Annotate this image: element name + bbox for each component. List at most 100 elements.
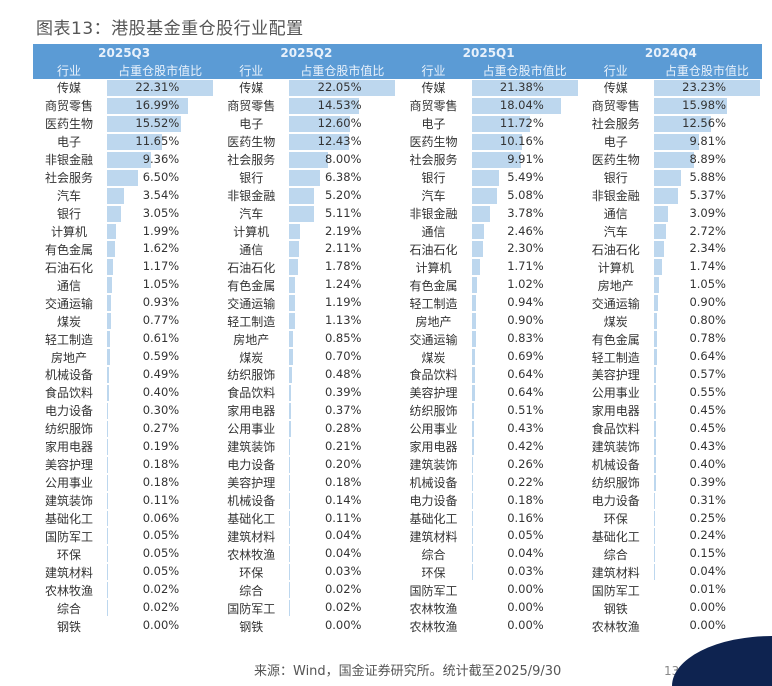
ratio-cell: 0.05%: [105, 545, 215, 563]
ratio-header: 占重仓股市值比: [482, 63, 567, 78]
industry-cell: 电子: [421, 117, 446, 132]
data-bar: [107, 438, 108, 455]
data-bar: [107, 259, 113, 276]
data-bar: [653, 384, 657, 401]
table-row: 电力设备 0.30% 家用电器 0.37% 纺织服饰 0.51% 家用电器 0.45%: [33, 402, 762, 420]
ratio-cell: 0.15%: [652, 545, 762, 563]
ratio-value: 0.00%: [507, 618, 544, 633]
ratio-cell: 0.21%: [287, 438, 397, 456]
industry-cell: 有色金属: [44, 242, 93, 257]
data-bar: [653, 492, 656, 509]
industry-cell: 综合: [603, 547, 628, 562]
data-bar: [289, 277, 296, 294]
quarter-header: 2024Q4: [644, 45, 697, 60]
industry-cell: 交通运输: [227, 296, 276, 311]
ratio-header: 占重仓股市值比: [118, 63, 203, 78]
industry-cell: 美容护理: [409, 386, 458, 401]
table-row: 非银金融 9.36% 社会服务 8.00% 社会服务 9.91% 医药生物 8.89%: [33, 151, 762, 169]
table-row: 国防军工 0.05% 建筑材料 0.04% 建筑材料 0.05% 基础化工 0.24%: [33, 527, 762, 545]
ratio-value: 1.78%: [324, 259, 362, 274]
ratio-value: 12.60%: [317, 115, 362, 130]
industry-cell: 建筑装饰: [409, 458, 458, 473]
data-bar: [471, 313, 476, 330]
industry-cell: 建筑装饰: [227, 440, 276, 455]
ratio-cell: 3.54%: [105, 187, 215, 205]
ratio-value: 0.49%: [142, 367, 180, 381]
ratio-value: 0.15%: [689, 546, 726, 561]
ratio-cell: 0.93%: [105, 294, 215, 312]
industry-cell: 食品饮料: [227, 386, 276, 401]
data-bar: [107, 115, 181, 132]
ratio-cell: 0.25%: [652, 510, 762, 528]
ratio-value: 0.06%: [142, 510, 180, 525]
ratio-value: 0.39%: [324, 384, 362, 399]
data-bar: [471, 80, 578, 96]
ratio-value: 22.05%: [317, 80, 362, 94]
ratio-value: 1.02%: [507, 277, 544, 292]
industry-cell: 国防军工: [44, 529, 93, 544]
ratio-value: 0.25%: [689, 510, 726, 525]
ratio-cell: 0.19%: [105, 438, 215, 456]
ratio-value: 0.26%: [507, 456, 544, 471]
ratio-value: 0.28%: [324, 420, 362, 435]
ratio-value: 0.16%: [507, 510, 544, 525]
ratio-value: 2.30%: [507, 241, 544, 256]
industry-cell: 汽车: [56, 189, 81, 204]
data-bar: [653, 331, 658, 348]
ratio-value: 5.37%: [689, 187, 726, 202]
data-bar: [289, 313, 295, 330]
industry-cell: 农林牧渔: [44, 583, 93, 598]
ratio-cell: 0.49%: [105, 366, 215, 384]
industry-cell: 轻工制造: [227, 314, 276, 329]
data-bar: [471, 331, 476, 348]
industry-header: 行业: [603, 63, 628, 78]
industry-cell: 交通运输: [44, 296, 93, 311]
industry-cell: 通信: [421, 224, 446, 239]
industry-cell: 非银金融: [591, 189, 640, 204]
industry-cell: 机械设备: [591, 458, 640, 473]
industry-cell: 有色金属: [591, 332, 640, 347]
ratio-cell: 0.05%: [470, 527, 580, 545]
data-bar: [471, 474, 473, 491]
industry-cell: 银行: [603, 171, 628, 186]
ratio-cell: 1.74%: [652, 258, 762, 276]
ratio-cell: 0.30%: [105, 402, 215, 420]
data-bar: [107, 169, 138, 186]
ratio-value: 0.64%: [507, 367, 544, 381]
ratio-value: 0.43%: [689, 438, 726, 453]
data-bar: [107, 367, 110, 383]
ratio-cell: 0.24%: [652, 527, 762, 545]
industry-cell: 建筑材料: [591, 565, 640, 580]
ratio-value: 0.27%: [142, 420, 180, 435]
industry-cell: 银行: [56, 207, 81, 222]
ratio-cell: 0.69%: [470, 348, 580, 366]
ratio-cell: 18.04%: [470, 97, 580, 115]
data-bar: [653, 205, 668, 222]
ratio-cell: 0.18%: [105, 474, 215, 492]
ratio-cell: 12.60%: [287, 115, 397, 133]
industry-allocation-table: 2025Q3 2025Q2 2025Q1 2024Q4 行业 占重仓股市值比 行…: [33, 44, 762, 635]
table-row: 商贸零售 16.99% 商贸零售 14.53% 商贸零售 18.04% 商贸零售 15.98%: [33, 97, 762, 115]
data-bar: [107, 331, 110, 348]
data-bar: [107, 80, 213, 96]
data-bar: [289, 115, 350, 132]
ratio-cell: 0.04%: [287, 527, 397, 545]
data-bar: [107, 420, 109, 437]
ratio-cell: 0.90%: [652, 294, 762, 312]
ratio-value: 23.23%: [682, 80, 726, 94]
ratio-value: 0.85%: [324, 331, 362, 346]
industry-cell: 传媒: [421, 81, 446, 96]
ratio-value: 12.56%: [682, 115, 726, 130]
ratio-value: 0.11%: [142, 492, 180, 507]
data-bar: [107, 151, 152, 168]
ratio-cell: 0.43%: [652, 438, 762, 456]
ratio-cell: 0.42%: [470, 438, 580, 456]
ratio-cell: 3.78%: [470, 205, 580, 223]
ratio-cell: 0.37%: [287, 402, 397, 420]
ratio-cell: 1.19%: [287, 294, 397, 312]
ratio-value: 0.77%: [142, 313, 180, 328]
ratio-value: 0.45%: [689, 402, 726, 417]
ratio-value: 0.02%: [142, 600, 180, 615]
industry-cell: 公用事业: [591, 386, 640, 401]
ratio-cell: 9.91%: [470, 151, 580, 169]
